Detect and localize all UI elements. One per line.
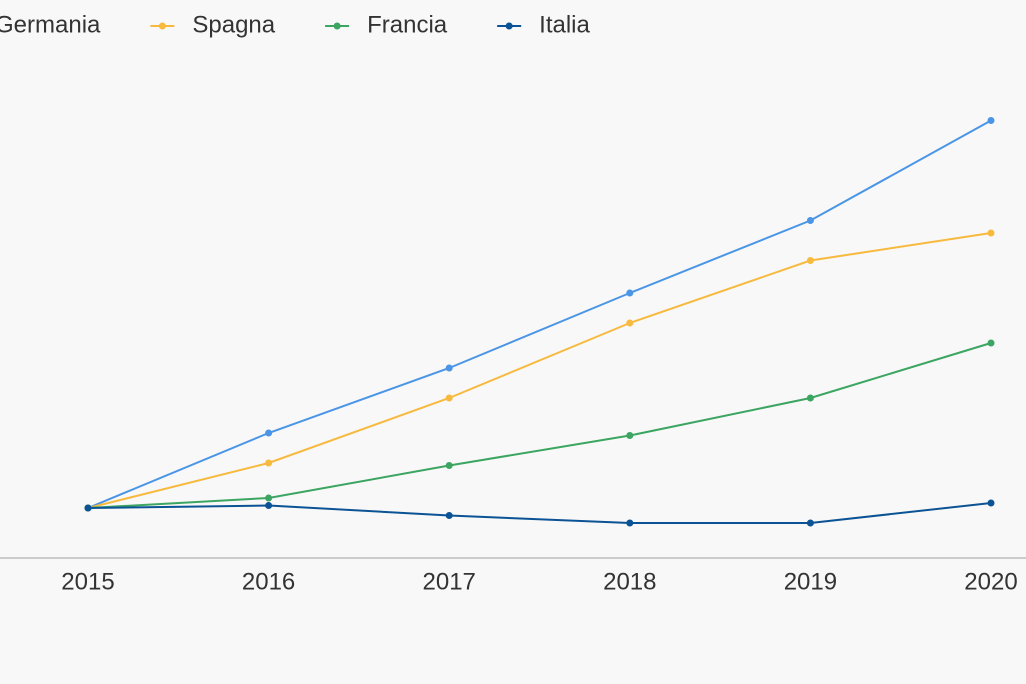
legend-label: Spagna: [192, 11, 275, 38]
x-tick-label: 2019: [784, 568, 837, 595]
data-point: [445, 512, 453, 519]
x-tick-label: 2017: [423, 568, 476, 595]
legend-marker: [158, 22, 166, 30]
series-line: [87, 502, 992, 524]
data-point: [626, 519, 634, 527]
data-point: [626, 432, 634, 439]
legend-marker: [505, 22, 513, 30]
legend-marker: [333, 22, 341, 30]
series-line: [87, 119, 992, 509]
data-point: [806, 257, 814, 264]
x-tick-label: 2016: [242, 568, 295, 595]
data-point: [626, 289, 634, 297]
data-point: [265, 429, 273, 437]
data-point: [987, 229, 995, 237]
data-point: [445, 462, 453, 469]
data-point: [987, 499, 995, 507]
data-point: [265, 502, 273, 509]
data-point: [806, 519, 814, 527]
data-point: [265, 494, 273, 502]
data-point: [84, 504, 92, 512]
legend-label: Francia: [367, 11, 448, 38]
data-point: [987, 117, 995, 124]
data-point: [626, 319, 634, 327]
data-point: [445, 394, 453, 402]
x-tick-label: 2015: [61, 568, 114, 595]
data-point: [806, 394, 814, 402]
data-point: [265, 459, 273, 467]
data-point: [445, 364, 453, 372]
legend-label: Germania: [0, 11, 101, 38]
x-tick-label: 2020: [964, 568, 1017, 595]
data-point: [806, 217, 814, 224]
x-tick-label: 2018: [603, 568, 656, 595]
series-line: [87, 342, 992, 509]
data-point: [987, 339, 995, 347]
series-line: [87, 232, 992, 509]
legend-label: Italia: [539, 11, 590, 38]
